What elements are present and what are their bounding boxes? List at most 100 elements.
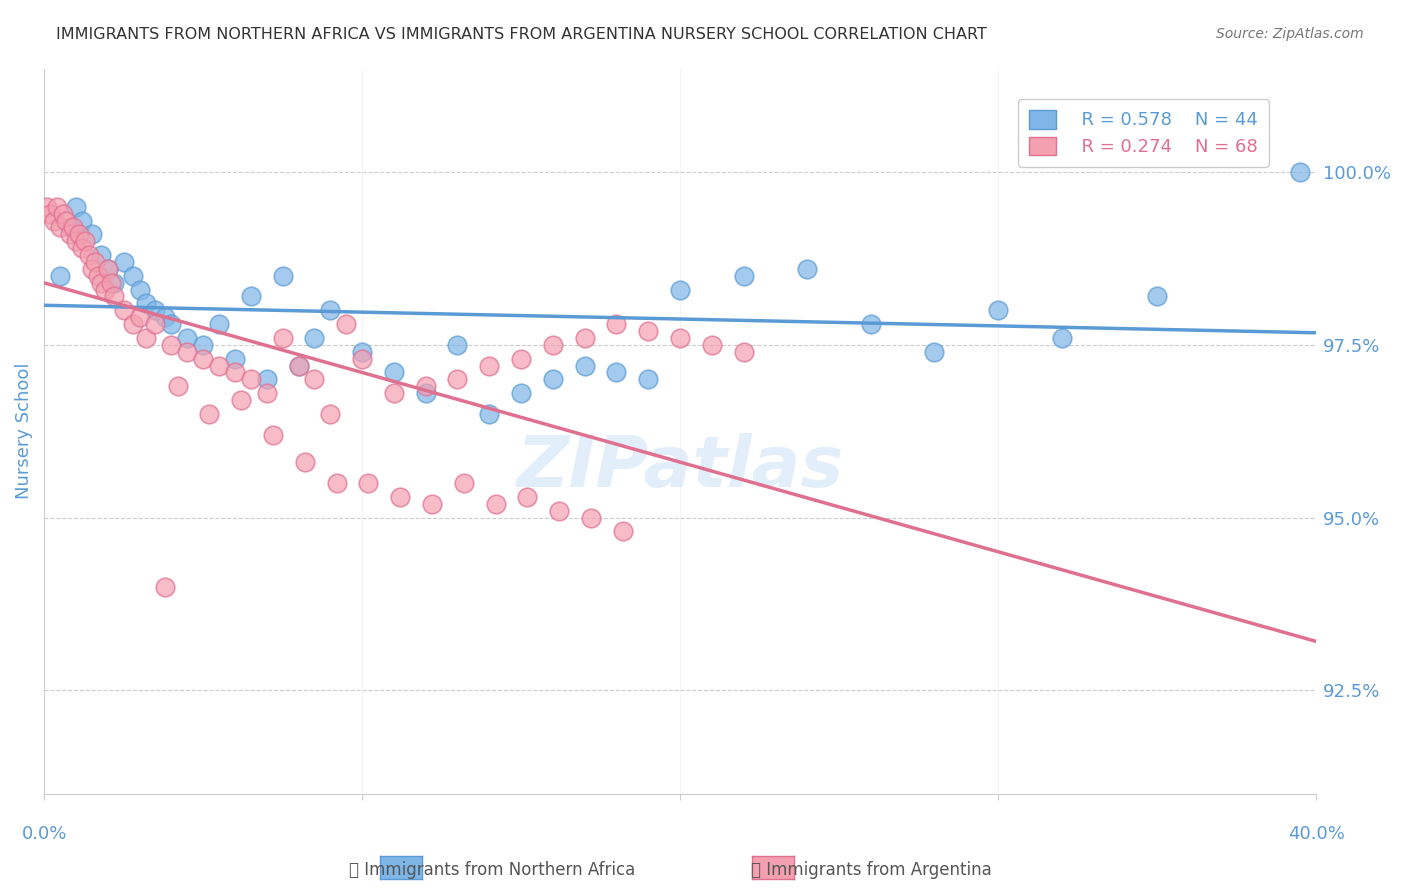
Point: [145, 317, 167, 331]
Point: [541, 372, 564, 386]
Point: [45, 200, 67, 214]
Point: [103, 276, 125, 290]
Point: [65, 234, 87, 248]
Point: [733, 268, 755, 283]
Point: [128, 283, 150, 297]
Point: [122, 317, 145, 331]
Point: [224, 351, 246, 366]
Point: [1289, 165, 1312, 179]
Text: ⬜ Immigrants from Argentina: ⬜ Immigrants from Argentina: [751, 861, 993, 879]
Point: [510, 386, 533, 401]
Point: [208, 317, 231, 331]
Point: [80, 261, 103, 276]
Point: [352, 344, 374, 359]
Point: [67, 227, 90, 242]
Point: [239, 289, 262, 303]
Point: [420, 497, 443, 511]
Point: [97, 261, 120, 276]
Point: [256, 372, 278, 386]
Point: [357, 475, 380, 490]
Point: [90, 248, 112, 262]
Point: [153, 310, 176, 325]
Point: [208, 359, 231, 373]
Point: [446, 372, 468, 386]
Text: ⬜ Immigrants from Northern Africa: ⬜ Immigrants from Northern Africa: [349, 861, 636, 879]
Point: [49, 220, 72, 235]
Point: [58, 227, 80, 242]
Text: Source: ZipAtlas.com: Source: ZipAtlas.com: [1216, 27, 1364, 41]
Point: [548, 503, 571, 517]
Point: [145, 303, 167, 318]
Point: [304, 331, 326, 345]
Point: [579, 510, 602, 524]
Point: [84, 255, 107, 269]
Point: [325, 475, 347, 490]
Point: [415, 379, 437, 393]
Point: [135, 331, 157, 345]
Point: [135, 296, 157, 310]
Point: [294, 455, 316, 469]
Point: [478, 359, 501, 373]
Point: [55, 213, 77, 227]
Point: [112, 255, 135, 269]
Point: [859, 317, 882, 331]
Point: [52, 206, 75, 220]
Point: [160, 317, 183, 331]
Y-axis label: Nursery School: Nursery School: [15, 363, 32, 500]
Point: [58, 220, 80, 235]
Point: [65, 200, 87, 214]
Point: [39, 206, 62, 220]
Point: [669, 331, 692, 345]
Point: [93, 283, 115, 297]
Point: [100, 276, 122, 290]
Point: [612, 524, 634, 539]
Point: [256, 386, 278, 401]
Point: [319, 407, 342, 421]
Point: [453, 475, 475, 490]
Point: [198, 407, 221, 421]
Point: [75, 234, 97, 248]
Point: [574, 331, 596, 345]
Point: [319, 303, 342, 318]
Text: 40.0%: 40.0%: [1288, 825, 1344, 843]
Point: [335, 317, 357, 331]
Point: [62, 220, 84, 235]
Point: [166, 379, 188, 393]
Text: ZIPatlas: ZIPatlas: [516, 433, 844, 502]
Point: [733, 344, 755, 359]
Point: [541, 338, 564, 352]
Point: [72, 241, 94, 255]
Point: [352, 351, 374, 366]
Point: [160, 338, 183, 352]
Point: [574, 359, 596, 373]
Point: [510, 351, 533, 366]
Text: 0.0%: 0.0%: [21, 825, 67, 843]
Point: [191, 338, 214, 352]
Point: [262, 427, 284, 442]
Point: [382, 386, 405, 401]
Point: [637, 324, 659, 338]
Text: IMMIGRANTS FROM NORTHERN AFRICA VS IMMIGRANTS FROM ARGENTINA NURSERY SCHOOL CORR: IMMIGRANTS FROM NORTHERN AFRICA VS IMMIG…: [56, 27, 987, 42]
Point: [112, 303, 135, 318]
Point: [49, 268, 72, 283]
Point: [122, 268, 145, 283]
Point: [287, 359, 309, 373]
Point: [415, 386, 437, 401]
Point: [516, 490, 538, 504]
Point: [1050, 331, 1073, 345]
Point: [224, 366, 246, 380]
Point: [97, 261, 120, 276]
Point: [77, 248, 100, 262]
Point: [271, 268, 294, 283]
Point: [37, 200, 59, 214]
Point: [128, 310, 150, 325]
Point: [485, 497, 508, 511]
Point: [1146, 289, 1168, 303]
Point: [153, 580, 176, 594]
Point: [231, 393, 253, 408]
Point: [103, 289, 125, 303]
Point: [271, 331, 294, 345]
Point: [446, 338, 468, 352]
Point: [389, 490, 412, 504]
Point: [987, 303, 1010, 318]
